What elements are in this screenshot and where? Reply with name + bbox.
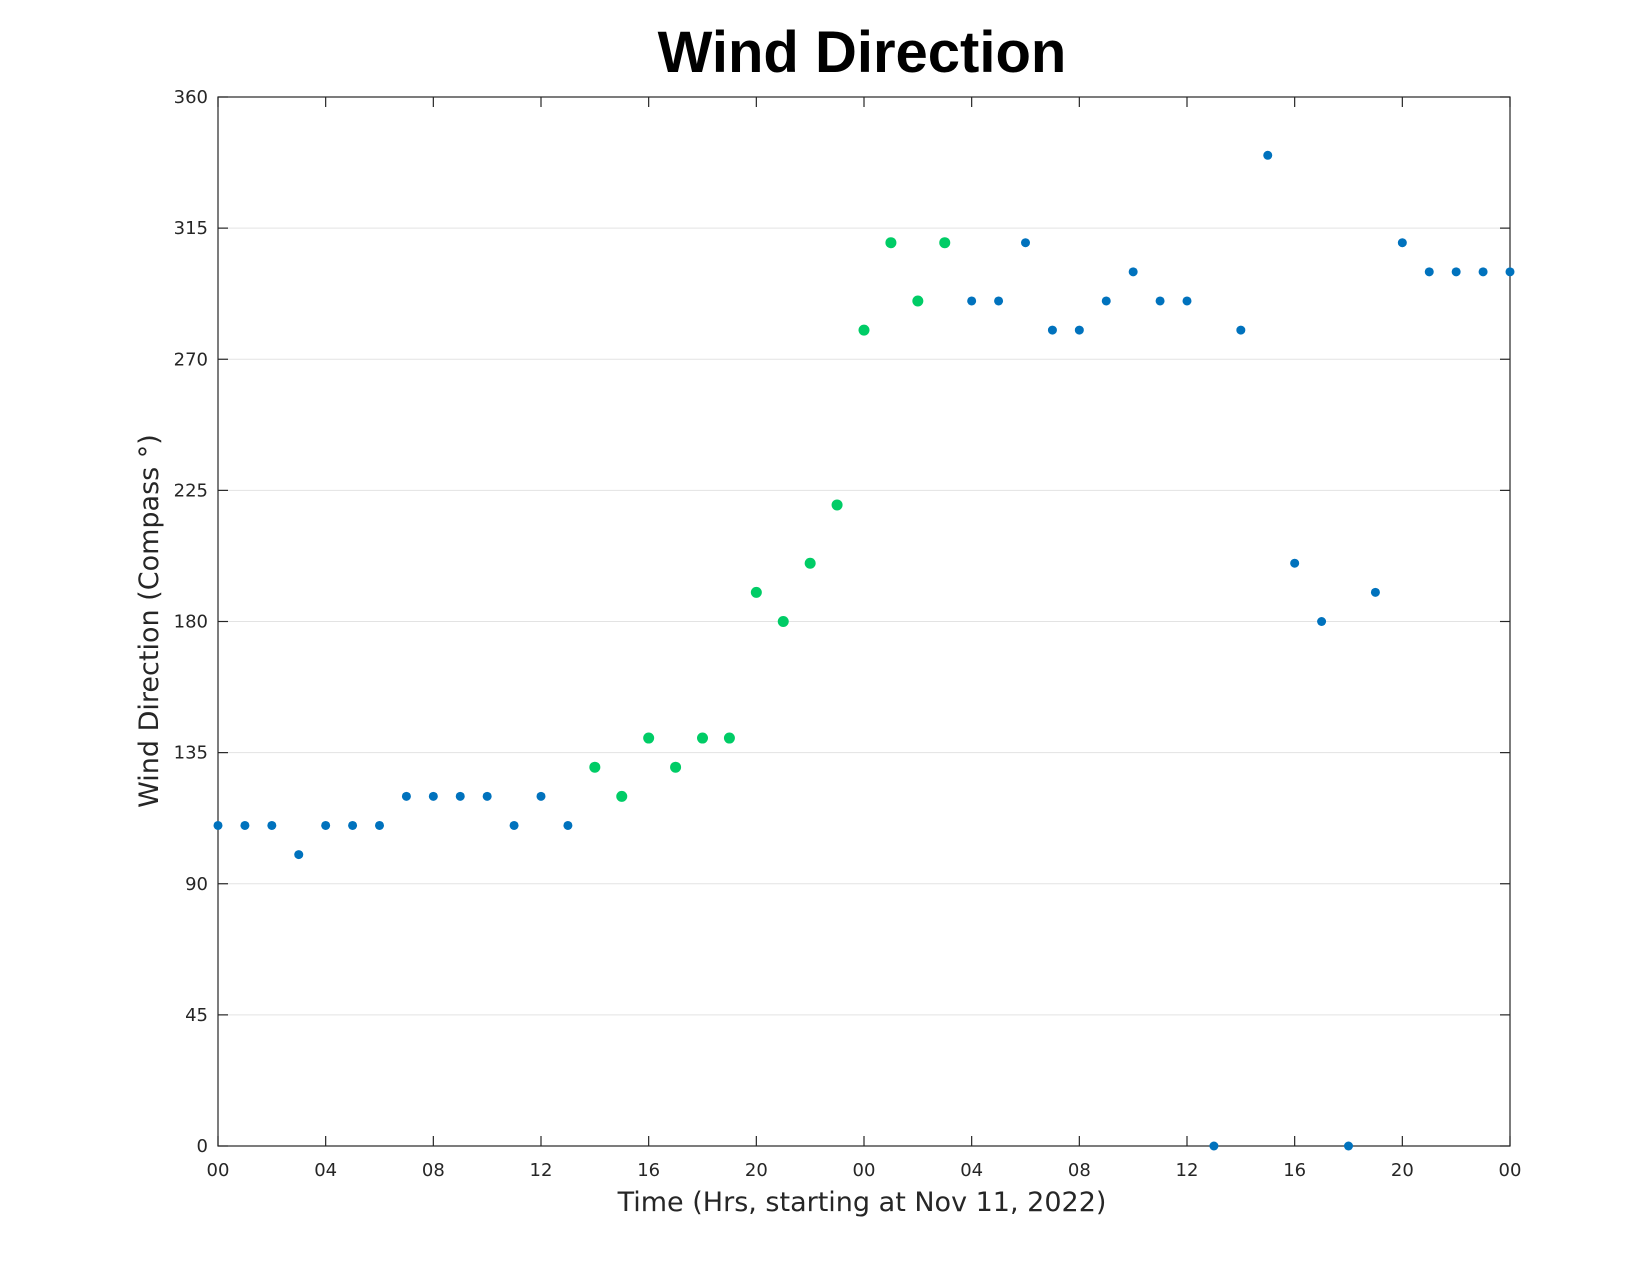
y-tick-label: 180 — [174, 612, 208, 633]
x-tick-label: 04 — [960, 1160, 983, 1181]
data-point — [1074, 325, 1084, 335]
data-point — [563, 820, 573, 830]
x-tick-label: 12 — [1176, 1160, 1199, 1181]
data-point — [536, 791, 546, 801]
grid-lines — [218, 227, 1510, 1016]
x-tick-label: 12 — [530, 1160, 553, 1181]
x-tick-label: 00 — [207, 1160, 230, 1181]
data-point — [267, 820, 277, 830]
data-point — [616, 790, 628, 802]
data-point — [723, 732, 735, 744]
data-point — [482, 791, 492, 801]
data-point — [750, 586, 762, 598]
x-tick-label: 16 — [1283, 1160, 1306, 1181]
data-point — [939, 237, 951, 249]
chart-title: Wind Direction — [658, 20, 1067, 85]
data-point — [1155, 296, 1165, 306]
data-point — [1451, 267, 1461, 277]
data-point — [1236, 325, 1246, 335]
data-point — [670, 761, 682, 773]
data-point — [777, 616, 789, 627]
data-point — [1505, 267, 1515, 277]
x-tick-label: 00 — [853, 1160, 876, 1181]
data-point — [1478, 267, 1488, 277]
data-point — [831, 499, 843, 511]
data-point — [348, 820, 358, 830]
data-point — [643, 732, 655, 744]
data-point — [455, 791, 465, 801]
y-tick-label: 315 — [174, 218, 208, 239]
y-tick-label: 45 — [185, 1005, 208, 1026]
x-tick-label: 16 — [637, 1160, 660, 1181]
data-point — [1021, 238, 1030, 248]
data-point — [1344, 1141, 1353, 1151]
y-tick-label: 135 — [174, 743, 208, 764]
data-point — [1182, 296, 1192, 306]
data-points — [213, 150, 1515, 1151]
x-tick-label: 00 — [1499, 1160, 1522, 1181]
data-point — [804, 557, 816, 569]
x-tick-label: 20 — [1391, 1160, 1414, 1181]
data-point — [401, 791, 411, 801]
y-tick-label: 360 — [174, 87, 208, 108]
data-point — [428, 791, 438, 801]
data-point — [1128, 267, 1138, 277]
data-point — [240, 820, 250, 830]
y-tick-label: 0 — [197, 1136, 208, 1157]
x-tick-label: 04 — [314, 1160, 337, 1181]
axis-ticks: 0 45 90 135 180 225 270 315 360 00 04 08 12 16 20 00 04 0… — [174, 87, 1522, 1181]
x-tick-label: 08 — [1068, 1160, 1091, 1181]
data-point — [294, 850, 304, 860]
data-point — [1317, 617, 1327, 626]
data-point — [1209, 1141, 1219, 1151]
data-point — [1424, 267, 1434, 277]
data-point — [1047, 325, 1057, 335]
data-point — [213, 820, 223, 830]
y-tick-label: 225 — [174, 480, 208, 501]
data-point — [1397, 238, 1407, 248]
data-point — [858, 324, 870, 336]
x-tick-label: 20 — [745, 1160, 768, 1181]
data-point — [967, 296, 977, 306]
data-point — [697, 732, 708, 744]
data-point — [1263, 150, 1273, 160]
y-tick-label: 90 — [185, 874, 208, 895]
data-point — [1101, 296, 1111, 306]
data-point — [375, 820, 384, 830]
x-axis-label: Time (Hrs, starting at Nov 11, 2022) — [617, 1187, 1107, 1218]
data-point — [589, 761, 601, 773]
data-point — [509, 820, 519, 830]
x-tick-label: 08 — [422, 1160, 445, 1181]
data-point — [321, 820, 331, 830]
data-point — [885, 237, 897, 249]
y-tick-label: 270 — [174, 349, 208, 370]
data-point — [1370, 587, 1380, 597]
data-point — [912, 295, 924, 307]
data-point — [1290, 558, 1300, 568]
y-axis-label: Wind Direction (Compass °) — [134, 434, 165, 808]
data-point — [994, 296, 1004, 306]
